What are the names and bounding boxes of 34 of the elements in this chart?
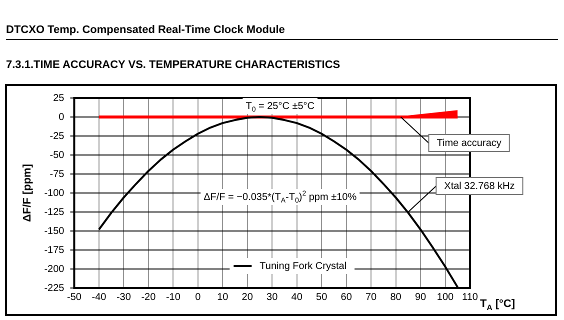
y-tick-label: 25 [53,92,65,104]
x-tick-label: 40 [291,292,303,303]
x-tick-label: -40 [92,292,107,303]
y-tick-label: -175 [44,244,65,256]
x-tick-label: 90 [414,292,427,303]
x-tick-label: 100 [436,292,454,303]
x-tick-label: -30 [116,292,132,303]
x-tick-label: 80 [390,292,402,303]
y-tick-label: -100 [44,188,65,199]
y-tick-label: -225 [44,282,65,294]
x-tick-label: -20 [141,292,156,303]
y-tick-label: -150 [44,226,65,237]
x-tick-label: -50 [66,292,82,303]
legend-label: Tuning Fork Crystal [260,260,347,272]
x-tick-label: 20 [242,292,254,303]
x-tick-label: 70 [365,292,378,303]
x-tick-label: 110 [462,292,478,303]
x-tick-label: 50 [316,292,328,303]
x-tick-label: 10 [217,292,229,303]
chart-subtitle: 7.3.1.TIME ACCURACY VS. TEMPERATURE CHARACTERISTICS [6,59,340,71]
x-tick-label: 60 [340,292,352,303]
y-tick-label: -50 [50,150,65,161]
y-tick-label: -200 [44,264,65,275]
annotation: Time accuracy [436,138,502,149]
chart-title: DTCXO Temp. Compensated Real-Time Clock Module [6,24,558,40]
y-axis-title: ΔF/F [ppm] [22,164,34,222]
y-tick-label: 0 [58,112,65,123]
annotation: Xtal 32.768 kHz [444,180,515,192]
y-tick-label: -75 [50,168,65,180]
x-tick-label: 0 [195,292,202,303]
x-tick-label: 30 [266,292,278,303]
y-tick-label: -125 [44,206,65,218]
y-tick-label: -25 [50,130,65,142]
x-tick-label: -10 [166,292,181,303]
